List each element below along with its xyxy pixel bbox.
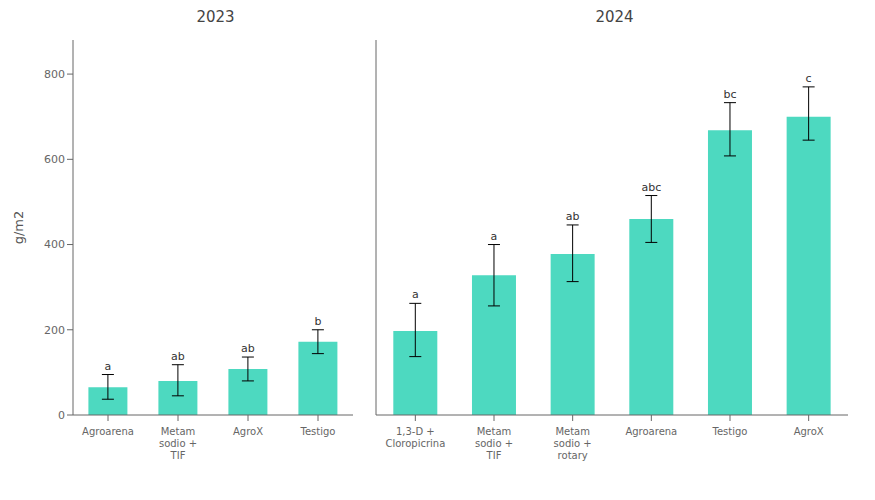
svg-text:1,3-D +Cloropicrina: 1,3-D +Cloropicrina [385,426,445,449]
svg-text:AgroX: AgroX [794,426,824,437]
svg-text:c: c [806,72,812,85]
svg-text:Metamsodio +rotary: Metamsodio +rotary [554,426,592,461]
svg-text:Metamsodio +TIF: Metamsodio +TIF [159,426,197,461]
svg-text:Agroarena: Agroarena [82,426,134,437]
svg-text:a: a [491,230,498,243]
svg-text:200: 200 [44,324,65,337]
svg-text:ab: ab [241,342,255,355]
svg-text:Metamsodio +TIF: Metamsodio +TIF [475,426,513,461]
html-text:2023: 2023 [196,8,235,26]
svg-text:Testigo: Testigo [712,426,748,437]
svg-text:AgroX: AgroX [233,426,263,437]
svg-text:Testigo: Testigo [300,426,336,437]
svg-text:g/m2: g/m2 [11,211,26,245]
svg-text:800: 800 [44,68,65,81]
svg-text:ab: ab [566,210,580,223]
svg-text:600: 600 [44,153,65,166]
svg-text:b: b [314,315,321,328]
svg-text:bc: bc [723,88,736,101]
svg-text:0: 0 [58,409,65,422]
html-text:2024: 2024 [595,8,634,26]
svg-text:a: a [412,288,419,301]
svg-text:400: 400 [44,238,65,251]
svg-text:abc: abc [641,181,661,194]
svg-text:ab: ab [171,350,185,363]
svg-text:a: a [105,360,112,373]
svg-text:Agroarena: Agroarena [625,426,677,437]
